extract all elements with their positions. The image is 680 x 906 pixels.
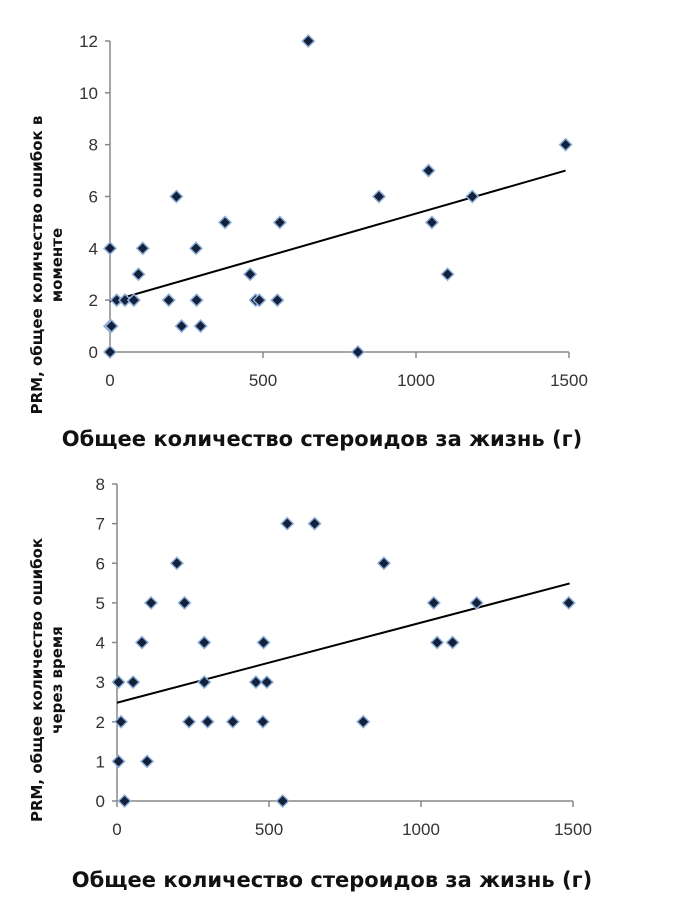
data-point (200, 714, 215, 729)
y-axis-label-line1: PRM, общее количество ошибок (28, 538, 46, 822)
data-point (193, 319, 208, 334)
y-tick-label: 5 (96, 594, 105, 613)
data-point (301, 33, 316, 49)
data-point (465, 189, 480, 204)
y-tick-label: 0 (96, 792, 105, 811)
data-point (102, 344, 118, 360)
data-point (102, 241, 118, 256)
x-tick-label: 1500 (550, 371, 588, 390)
data-point (126, 675, 141, 690)
y-tick-label: 4 (96, 634, 105, 653)
data-point (248, 675, 263, 690)
data-point (307, 516, 322, 531)
y-tick-label: 0 (89, 343, 98, 362)
data-point (558, 137, 573, 152)
data-point (197, 635, 212, 650)
x-tick-label: 500 (255, 820, 283, 839)
chart-instant-errors: 0 2 4 6 8 10 12 0 500 1000 1500 (79, 32, 588, 390)
data-point (140, 754, 155, 769)
y-axis-label-line1: PRM, общее количество ошибок в (28, 116, 46, 415)
data-point (256, 635, 271, 650)
y-tick-label: 10 (79, 84, 98, 103)
data-point (469, 595, 484, 610)
y-tick-label: 8 (89, 136, 98, 155)
data-point (174, 319, 189, 334)
data-point (197, 675, 212, 690)
data-point (430, 635, 445, 650)
x-tick-label: 0 (112, 820, 121, 839)
data-point (117, 793, 132, 809)
x-axis-label: Общее количество стероидов за жизнь (г) (62, 427, 582, 451)
data-point (169, 556, 184, 571)
data-point (376, 556, 391, 571)
y-tick-label: 12 (79, 32, 98, 51)
y-tick-label: 6 (89, 188, 98, 207)
data-point (371, 189, 387, 204)
data-point (135, 241, 150, 256)
y-tick-label: 3 (96, 673, 105, 692)
data-point (440, 267, 455, 282)
chart-delayed-errors: 0 1 2 3 4 5 6 7 8 0 500 1000 1500 (96, 475, 592, 839)
x-tick-label: 0 (105, 371, 114, 390)
y-tick-label: 2 (89, 291, 98, 310)
data-point (243, 267, 258, 282)
x-tick-label: 1000 (402, 820, 440, 839)
trendline (116, 582, 570, 704)
data-point (111, 754, 126, 769)
data-point (259, 675, 274, 690)
data-point (177, 595, 192, 610)
y-axis-label-line2: моменте (48, 228, 66, 302)
y-tick-label: 1 (96, 752, 105, 771)
data-point (161, 293, 176, 308)
data-point (272, 215, 287, 230)
y-tick-label: 7 (96, 515, 105, 534)
data-point (350, 344, 365, 360)
x-tick-label: 1000 (397, 371, 435, 390)
data-point (143, 595, 159, 610)
data-point (225, 714, 240, 729)
data-point (134, 635, 149, 650)
data-point (445, 635, 460, 650)
data-point (255, 714, 270, 729)
x-tick-label: 500 (249, 371, 277, 390)
data-point (181, 714, 197, 729)
x-axis-label: Общее количество стероидов за жизнь (г) (72, 868, 592, 892)
data-point (426, 595, 441, 610)
data-point (275, 793, 290, 809)
y-axis-label-line2: через время (48, 626, 66, 734)
data-point (189, 293, 204, 308)
y-tick-label: 4 (89, 239, 98, 258)
data-point (131, 267, 146, 282)
trendline (109, 169, 566, 303)
data-point (356, 714, 371, 729)
data-point (113, 714, 129, 729)
data-point (169, 189, 184, 204)
y-tick-label: 8 (96, 475, 105, 494)
data-point (111, 675, 126, 690)
data-point (126, 293, 141, 308)
x-tick-label: 1500 (554, 820, 592, 839)
data-point (104, 319, 119, 334)
data-point (252, 293, 267, 308)
data-point (280, 516, 295, 531)
data-point (188, 241, 204, 256)
data-point (421, 163, 436, 178)
y-tick-label: 2 (96, 713, 105, 732)
y-tick-label: 6 (96, 554, 105, 573)
data-point (270, 293, 285, 308)
data-point (217, 215, 233, 230)
data-point (561, 595, 576, 610)
data-point (424, 215, 439, 230)
